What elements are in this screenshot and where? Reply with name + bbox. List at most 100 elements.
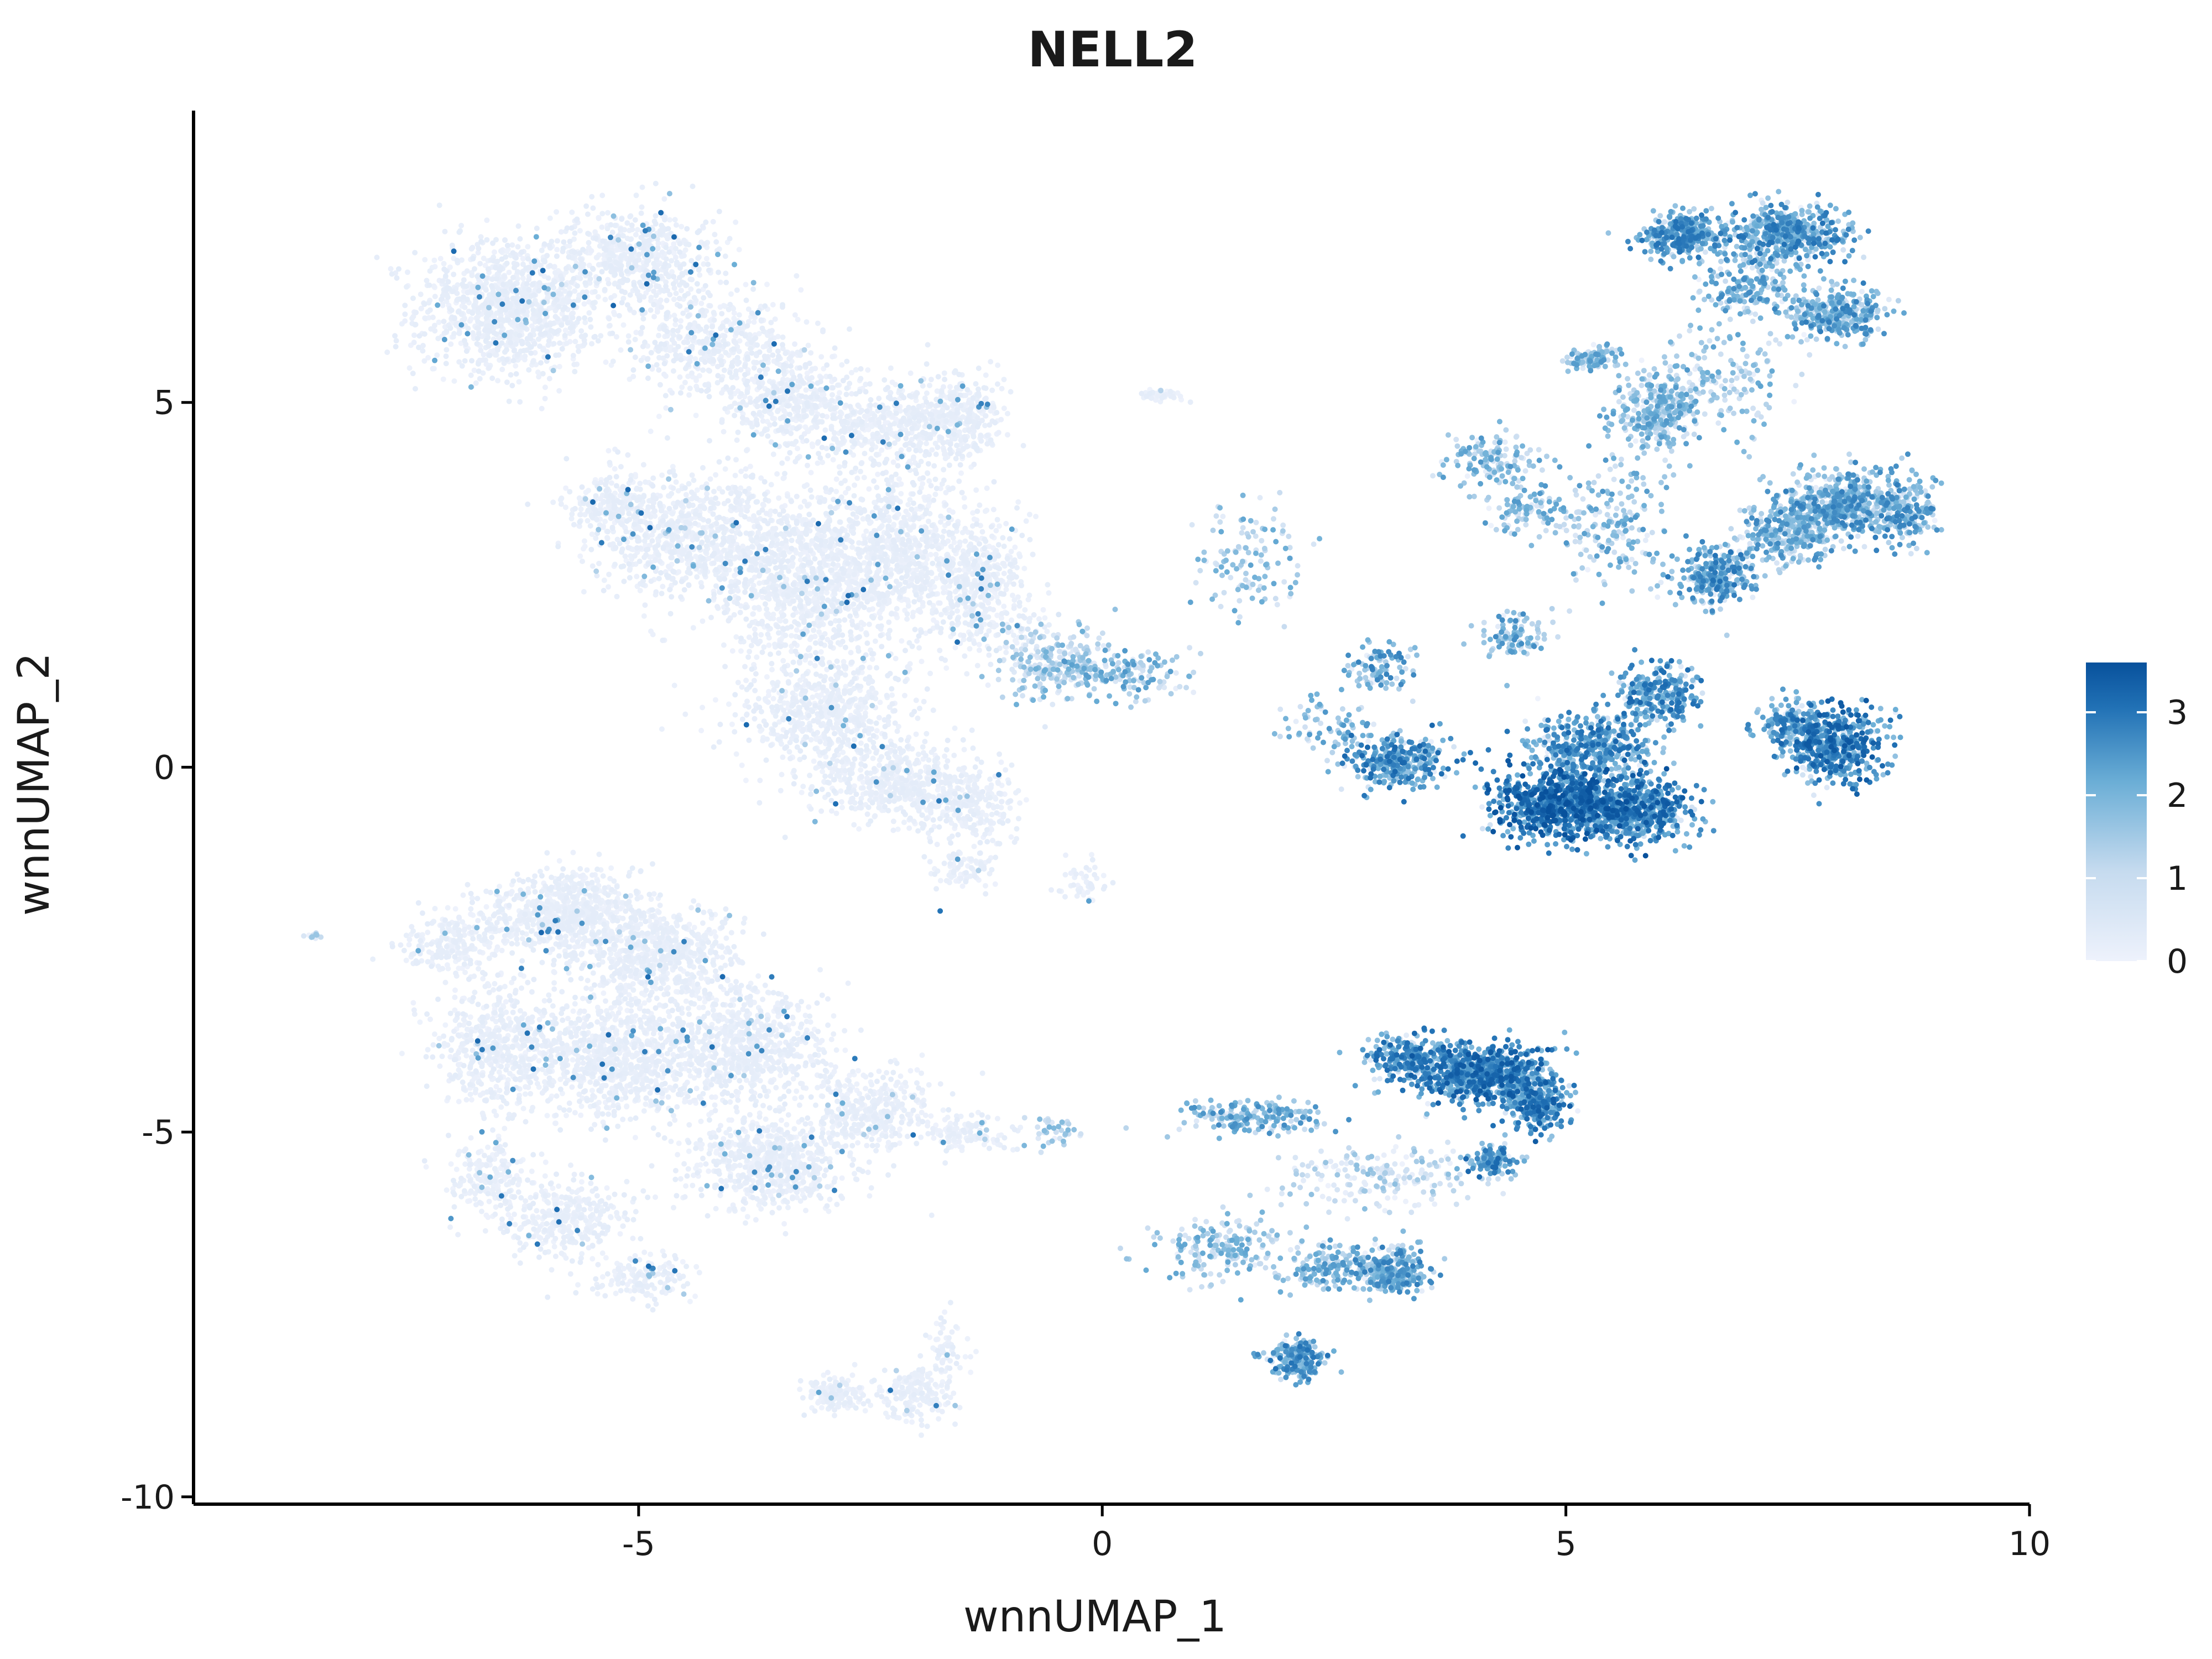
cell-point (896, 1140, 902, 1146)
cell-point (618, 347, 624, 353)
cell-point (698, 728, 705, 734)
cell-point (738, 648, 744, 654)
cell-point (512, 1211, 517, 1217)
cell-point (556, 388, 562, 394)
cell-point (780, 476, 786, 481)
cell-point (862, 1408, 868, 1414)
cell-point (728, 1117, 734, 1123)
cell-point (688, 286, 694, 292)
cell-point (947, 384, 953, 390)
cell-point (803, 387, 809, 393)
cell-point (877, 762, 882, 768)
cell-point (719, 390, 725, 396)
cell-point (982, 597, 988, 603)
cell-point (637, 588, 643, 593)
cell-point (947, 583, 952, 589)
cell-point (893, 655, 899, 661)
cell-point (830, 457, 836, 463)
cell-point (565, 1015, 571, 1021)
cell-point (914, 506, 919, 512)
cell-point (812, 662, 818, 669)
cell-point (821, 366, 827, 372)
cell-point (492, 249, 497, 255)
cell-point (726, 701, 732, 707)
cell-point (456, 1099, 462, 1104)
cell-point (1017, 800, 1023, 806)
cell-point (1801, 332, 1807, 338)
cell-point (452, 987, 458, 993)
cell-point (941, 370, 947, 376)
cell-point (506, 269, 512, 275)
cell-point (669, 511, 675, 517)
cell-point (495, 378, 501, 384)
cell-point (797, 1386, 803, 1392)
cell-point (968, 1369, 974, 1375)
cell-point (807, 1053, 813, 1060)
cell-point (550, 1185, 556, 1191)
cell-point (589, 1256, 596, 1262)
cell-point (751, 319, 757, 325)
cell-point (671, 296, 677, 302)
cell-point (496, 1069, 502, 1075)
cell-point (696, 1005, 702, 1011)
cell-point (819, 1037, 825, 1044)
cell-point (518, 1168, 524, 1174)
cell-point (926, 478, 932, 484)
cell-point (556, 364, 562, 369)
cell-point (505, 1212, 512, 1218)
cell-point (1023, 797, 1029, 803)
cell-point (902, 692, 907, 698)
cell-point (833, 476, 839, 482)
cell-point (410, 1000, 416, 1006)
cell-point (874, 728, 880, 734)
cell-point (695, 987, 700, 993)
cell-point (983, 372, 989, 378)
cell-point (672, 321, 679, 327)
cell-point (589, 1088, 595, 1093)
cell-point (946, 507, 952, 513)
cell-point (999, 385, 1005, 392)
cell-point (486, 1198, 492, 1204)
cell-point (406, 365, 413, 371)
cell-point (854, 1081, 860, 1087)
cell-point (525, 244, 531, 250)
cell-point (961, 495, 967, 501)
cell-point (713, 933, 719, 940)
cell-point (698, 1118, 704, 1124)
cell-point (440, 301, 445, 307)
cell-point (1007, 805, 1013, 811)
cell-point (483, 904, 489, 910)
cell-point (925, 1119, 931, 1125)
cell-point (693, 375, 699, 382)
cell-point (502, 984, 508, 989)
cell-point (608, 1005, 614, 1011)
cell-point (792, 1095, 798, 1102)
cell-point (848, 650, 854, 656)
cell-point (913, 731, 919, 737)
cell-point (707, 476, 713, 482)
cell-point (785, 493, 791, 499)
cell-point (498, 1104, 504, 1110)
cell-point (692, 356, 698, 362)
cell-point (890, 459, 896, 465)
cell-point (721, 1136, 727, 1142)
chart-title: NELL2 (1027, 21, 1197, 78)
cell-point (679, 384, 685, 390)
cell-point (603, 359, 609, 365)
cell-point (608, 865, 614, 871)
cell-point (599, 1250, 606, 1256)
cell-point (575, 1282, 581, 1288)
cell-point (942, 753, 948, 759)
cell-point (983, 883, 988, 889)
cell-point (777, 1040, 783, 1046)
cell-point (665, 564, 671, 570)
cell-point (673, 479, 679, 485)
cell-point (933, 575, 940, 581)
cell-point (820, 769, 826, 775)
cell-point (764, 674, 770, 680)
cell-point (572, 1110, 578, 1116)
cell-point (1791, 399, 1797, 405)
cell-point (938, 1383, 945, 1389)
cell-point (680, 1259, 686, 1265)
cell-point (671, 682, 677, 688)
